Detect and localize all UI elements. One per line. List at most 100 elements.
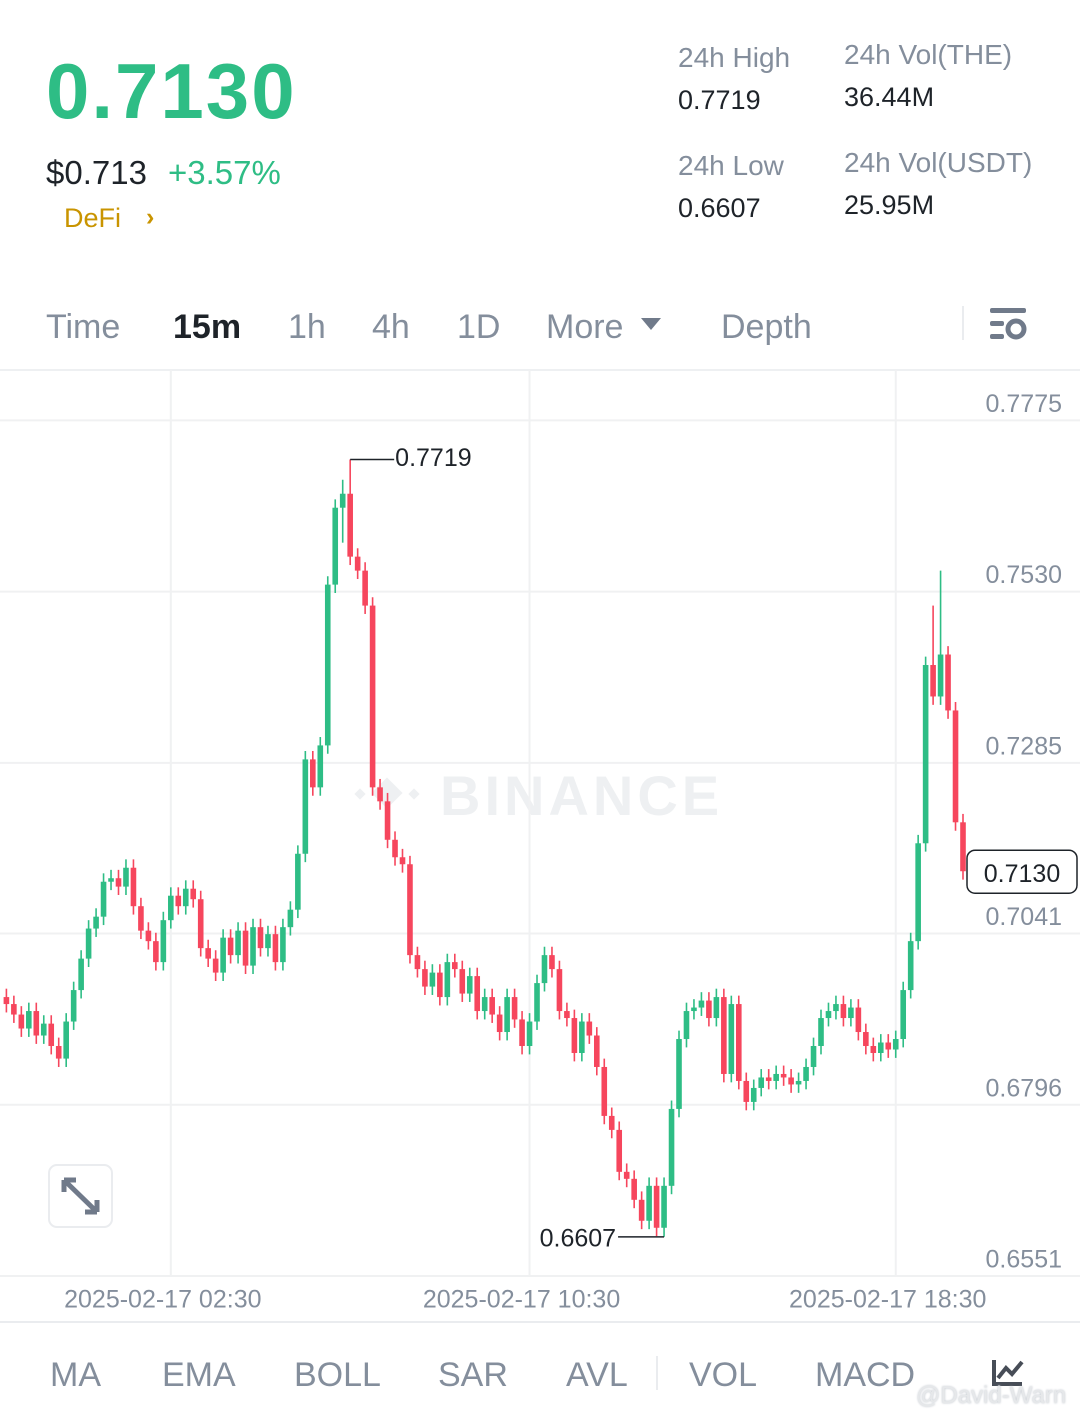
candle-body bbox=[280, 927, 286, 963]
candle-body bbox=[885, 1042, 892, 1050]
candle-body bbox=[481, 997, 488, 1012]
chevron: › bbox=[146, 203, 155, 231]
candle-body bbox=[907, 941, 914, 991]
candle-body bbox=[594, 1035, 600, 1067]
candle-body bbox=[130, 867, 137, 907]
candle-body bbox=[26, 1011, 32, 1029]
y-tick-label: 0.6551 bbox=[986, 1246, 1062, 1274]
candle-body bbox=[212, 958, 219, 973]
stat-label: 24h Low bbox=[678, 150, 784, 181]
indicator[interactable]: AVL bbox=[566, 1356, 628, 1394]
candle-body bbox=[452, 962, 458, 970]
candle-body bbox=[377, 787, 383, 802]
x-tick-label: 2025-02-17 18:30 bbox=[789, 1286, 986, 1314]
tab[interactable]: More bbox=[546, 308, 624, 346]
candle-body bbox=[85, 928, 92, 959]
indicator[interactable]: EMA bbox=[162, 1356, 236, 1394]
tab[interactable]: 1h bbox=[288, 308, 326, 346]
candle-body bbox=[145, 930, 152, 942]
candle-body bbox=[78, 958, 84, 991]
candle-body bbox=[549, 955, 555, 970]
indicator[interactable]: SAR bbox=[438, 1356, 508, 1394]
candle-body bbox=[392, 839, 398, 858]
candle-body bbox=[863, 1032, 869, 1047]
candle-body bbox=[892, 1039, 899, 1050]
candle-body bbox=[945, 654, 951, 711]
candle-body bbox=[631, 1178, 637, 1200]
candle-body bbox=[100, 881, 107, 917]
candle-body bbox=[175, 895, 182, 907]
candle-body bbox=[437, 972, 443, 998]
tab[interactable]: Time bbox=[46, 308, 121, 346]
candle-body bbox=[310, 759, 316, 788]
expand-button[interactable] bbox=[48, 1164, 113, 1228]
candle-body bbox=[422, 969, 428, 987]
tab[interactable]: 1D bbox=[457, 308, 501, 346]
candle-body bbox=[608, 1115, 615, 1130]
candle-body bbox=[287, 909, 294, 928]
icon-bar bbox=[990, 321, 1004, 326]
candle-body bbox=[788, 1077, 794, 1085]
usd-price: $0.713 bbox=[46, 154, 147, 191]
candle-body bbox=[698, 1000, 705, 1008]
candle-body bbox=[758, 1077, 765, 1088]
candle-body bbox=[825, 1011, 832, 1019]
candle-body bbox=[63, 1021, 69, 1059]
tab[interactable]: 15m bbox=[173, 308, 242, 346]
candle-body bbox=[459, 969, 466, 994]
candle-body bbox=[743, 1080, 750, 1102]
candle-body bbox=[3, 997, 10, 1005]
x-tick-label: 2025-02-17 02:30 bbox=[64, 1286, 261, 1314]
candle-body bbox=[33, 1011, 40, 1036]
indicator[interactable]: MA bbox=[50, 1356, 101, 1394]
candle-body bbox=[70, 990, 77, 1022]
candle-body bbox=[735, 1004, 742, 1081]
candle-body bbox=[556, 969, 563, 1012]
candle-body bbox=[616, 1129, 623, 1172]
candle-body bbox=[384, 801, 391, 840]
logo-diamond bbox=[408, 788, 420, 800]
dropdown-arrow bbox=[641, 318, 661, 330]
candle-body bbox=[870, 1046, 877, 1053]
tab[interactable]: 4h bbox=[372, 308, 410, 346]
candle-body bbox=[190, 888, 197, 900]
y-tick-label: 0.7041 bbox=[986, 903, 1062, 931]
x-tick-label: 2025-02-17 10:30 bbox=[423, 1286, 620, 1314]
category-tag[interactable]: DeFi bbox=[64, 203, 122, 233]
candle-body bbox=[937, 654, 944, 697]
candle-body bbox=[265, 934, 271, 949]
indicator[interactable]: MACD bbox=[815, 1356, 916, 1394]
logo-diamond bbox=[354, 788, 366, 800]
stat-label: 24h Vol(USDT) bbox=[844, 147, 1033, 178]
indicator[interactable]: VOL bbox=[689, 1356, 758, 1394]
credit: @David-Warn bbox=[916, 1382, 1067, 1409]
candle-body bbox=[728, 1004, 735, 1074]
candle-body bbox=[332, 507, 339, 585]
candle-body bbox=[407, 864, 413, 956]
candle-body bbox=[848, 1007, 854, 1019]
candle-body bbox=[93, 916, 99, 929]
candle-body bbox=[795, 1080, 802, 1085]
stat-value: 36.44M bbox=[844, 82, 935, 112]
candle-body bbox=[586, 1021, 593, 1036]
tab[interactable]: Depth bbox=[721, 308, 812, 346]
indicator[interactable]: BOLL bbox=[294, 1356, 381, 1394]
candle-body bbox=[810, 1046, 817, 1067]
candle-body bbox=[138, 906, 144, 931]
candle-body bbox=[123, 867, 129, 887]
stat-label: 24h Vol(THE) bbox=[844, 39, 1013, 70]
candle-body bbox=[168, 895, 174, 921]
candle-body bbox=[295, 853, 301, 910]
candle-body bbox=[354, 556, 361, 571]
candle-body bbox=[706, 1000, 712, 1019]
candle-body bbox=[242, 930, 249, 966]
y-tick-label: 0.7530 bbox=[986, 561, 1062, 589]
settings-icon[interactable] bbox=[990, 308, 1027, 340]
candle-body bbox=[534, 983, 540, 1022]
candle-body bbox=[668, 1108, 675, 1186]
candle-body bbox=[108, 878, 114, 882]
chart-tools-icon[interactable] bbox=[992, 1360, 1024, 1386]
candle-body bbox=[115, 878, 122, 887]
icon-gear bbox=[1005, 318, 1027, 340]
candle-body bbox=[579, 1021, 585, 1053]
